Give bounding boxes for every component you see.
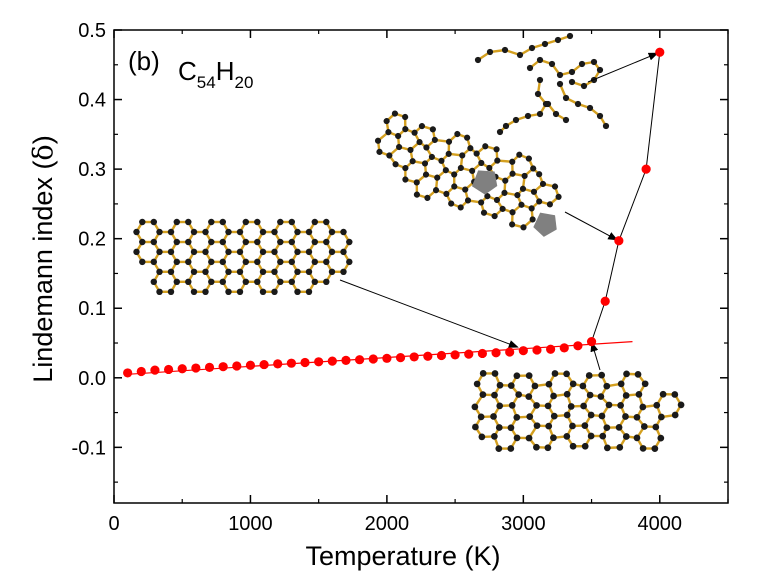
inset-arrow bbox=[590, 341, 601, 371]
data-point bbox=[436, 350, 447, 361]
data-point bbox=[177, 364, 187, 374]
data-point bbox=[123, 368, 133, 378]
y-tick-labels: -0.1 0.0 0.1 0.2 0.3 0.4 0.5 bbox=[72, 20, 106, 459]
y-tick-label: 0.1 bbox=[78, 298, 106, 320]
inset-arrow bbox=[564, 211, 619, 241]
y-axis-title-close: ) bbox=[28, 135, 58, 144]
y-tick-label: -0.1 bbox=[72, 437, 106, 459]
data-point bbox=[150, 365, 160, 375]
data-point bbox=[641, 164, 651, 174]
data-point bbox=[273, 359, 283, 369]
data-point bbox=[191, 363, 201, 373]
data-point bbox=[232, 361, 242, 371]
data-point bbox=[614, 236, 624, 246]
data-point bbox=[204, 362, 215, 372]
formula-h: H bbox=[216, 56, 235, 86]
y-axis-title-text: Lindemann index ( bbox=[28, 161, 58, 383]
inset-arrows bbox=[339, 52, 659, 371]
data-point bbox=[450, 350, 460, 360]
data-point bbox=[423, 351, 433, 361]
molecule-flat-sheet bbox=[133, 218, 353, 296]
y-tick-label: 0.2 bbox=[78, 229, 106, 251]
data-point bbox=[600, 296, 610, 306]
x-tick-label: 4000 bbox=[638, 513, 683, 535]
inset-arrow bbox=[339, 279, 519, 348]
data-point bbox=[300, 357, 310, 368]
data-point bbox=[259, 359, 269, 370]
x-tick-label: 2000 bbox=[365, 513, 410, 535]
x-tick-label: 3000 bbox=[501, 513, 546, 535]
molecule-insets bbox=[133, 32, 685, 452]
x-tick-labels: 0 1000 2000 3000 4000 bbox=[108, 513, 682, 535]
data-point bbox=[464, 349, 474, 359]
formula-h-subscript: 20 bbox=[234, 73, 253, 92]
formula-c: C bbox=[178, 56, 197, 86]
data-point bbox=[136, 366, 146, 377]
data-point bbox=[573, 341, 583, 351]
data-point bbox=[395, 353, 406, 363]
data-point bbox=[163, 364, 174, 375]
data-point bbox=[368, 354, 378, 364]
data-point bbox=[518, 346, 528, 356]
formula-c-subscript: 54 bbox=[197, 73, 216, 92]
molecule-fragmented bbox=[474, 32, 610, 136]
y-axis-title: Lindemann index (δ) bbox=[28, 135, 59, 382]
y-tick-label: 0.0 bbox=[78, 368, 106, 390]
y-axis-title-symbol: δ bbox=[28, 144, 59, 160]
y-tick-label: 0.5 bbox=[78, 20, 106, 42]
x-tick-label: 1000 bbox=[228, 513, 273, 535]
data-point bbox=[505, 347, 515, 357]
axis-ticks bbox=[113, 29, 729, 503]
fit-line-layer bbox=[127, 341, 633, 375]
x-axis-title: Temperature (K) bbox=[305, 541, 500, 571]
data-point bbox=[559, 343, 569, 353]
plot-frame bbox=[113, 29, 729, 504]
molecule-disordered-sheet bbox=[374, 110, 562, 237]
inset-arrow bbox=[587, 52, 659, 83]
data-point bbox=[491, 348, 501, 358]
data-point bbox=[655, 47, 665, 57]
data-point bbox=[286, 358, 296, 368]
y-tick-label: 0.3 bbox=[78, 159, 106, 181]
data-point bbox=[218, 362, 228, 372]
data-point bbox=[532, 345, 542, 355]
data-point bbox=[546, 344, 556, 354]
data-points-layer bbox=[123, 47, 665, 378]
data-point bbox=[477, 348, 487, 359]
molecule-defect-sheet bbox=[471, 370, 685, 452]
data-point bbox=[409, 352, 419, 362]
data-point bbox=[314, 357, 324, 367]
data-point bbox=[245, 360, 256, 370]
linear-fit-line bbox=[127, 341, 633, 375]
y-tick-label: 0.4 bbox=[78, 90, 106, 112]
data-point bbox=[327, 356, 337, 366]
data-point bbox=[382, 353, 392, 363]
panel-label: (b) bbox=[128, 46, 160, 76]
data-point bbox=[341, 355, 351, 366]
x-tick-label: 0 bbox=[108, 513, 119, 535]
data-point bbox=[586, 337, 597, 347]
formula-title: C54H20 bbox=[178, 56, 253, 92]
data-point bbox=[355, 355, 365, 365]
